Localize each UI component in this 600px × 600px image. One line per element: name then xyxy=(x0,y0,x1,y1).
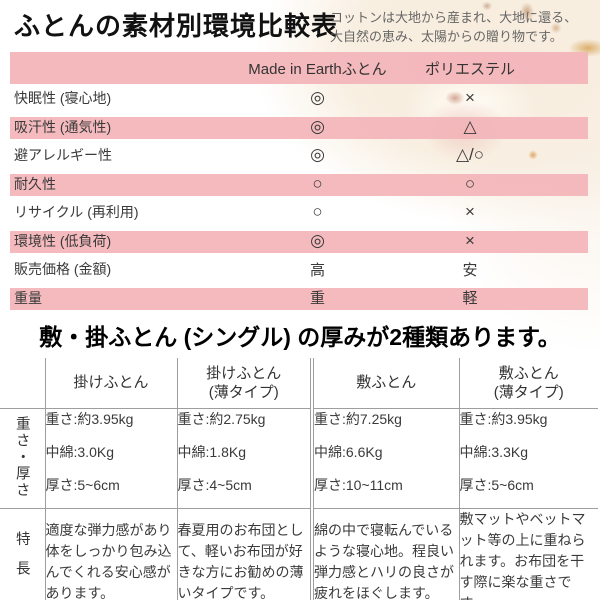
earth-value: ○ xyxy=(312,173,323,193)
filling-value: 中綿:3.0Kg xyxy=(45,444,114,460)
earth-value: ○ xyxy=(312,202,323,222)
polyester-value: × xyxy=(465,88,475,108)
filling-value: 中綿:6.6Kg xyxy=(314,444,383,460)
row-label: リサイクル (再利用) xyxy=(14,204,139,221)
spec-column-subname: (薄タイプ) xyxy=(208,384,279,401)
table-row: リサイクル (再利用) ○ × xyxy=(10,198,588,227)
spec-column-name: 掛けふとん xyxy=(206,364,282,382)
spec-column-name: 敷ふとん xyxy=(356,374,417,392)
weight-thickness-row: 重さ・厚さ 重さ:約3.95kg 中綿:3.0Kg 厚さ:5~6cm 重さ:約2… xyxy=(0,408,598,509)
table-row: 耐久性 ○ ○ xyxy=(10,169,588,198)
futon-spec-table: 掛けふとん 掛けふとん (薄タイプ) 敷ふとん 敷ふとん (薄タイプ) 重さ・厚… xyxy=(0,358,598,600)
thickness-value: 厚さ:4~5cm xyxy=(177,477,252,493)
thickness-value: 厚さ:5~6cm xyxy=(459,477,534,493)
row-label: 環境性 (低負荷) xyxy=(14,232,112,249)
polyester-value: 安 xyxy=(462,261,478,279)
intro-text-line1: コットンは大地から産まれ、大地に還る、 xyxy=(330,10,578,25)
feature-cell: 適度な弾力感があり体をしっかり包み込んでくれる安心感があります。 xyxy=(44,508,177,600)
spec-header-spacer xyxy=(0,358,45,409)
earth-value: ◎ xyxy=(310,230,325,250)
feature-cell: 春夏用のお布団として、軽いお布団が好きな方にお勧めの薄いタイプです。 xyxy=(176,508,312,600)
comparison-header-row: Made in Earthふとん ポリエステル xyxy=(10,52,588,84)
polyester-value: ○ xyxy=(464,173,476,193)
polyester-value: 軽 xyxy=(462,290,478,308)
polyester-value: △/○ xyxy=(455,145,485,165)
spec-column-kake: 掛けふとん xyxy=(44,358,177,409)
row-label: 避アレルギー性 xyxy=(14,147,112,164)
earth-value: ◎ xyxy=(310,88,325,108)
weight-value: 重さ:約2.75kg xyxy=(177,411,266,427)
polyester-value: × xyxy=(465,230,475,250)
polyester-value: × xyxy=(465,202,475,222)
table-row: 快眠性 (寝心地) ◎ × xyxy=(10,84,588,113)
polyester-value: △ xyxy=(463,116,477,136)
spec-header-row: 掛けふとん 掛けふとん (薄タイプ) 敷ふとん 敷ふとん (薄タイプ) xyxy=(0,358,598,409)
thickness-value: 厚さ:10~11cm xyxy=(314,477,403,493)
section-heading: 敷・掛ふとん (シングル) の厚みが2種類あります。 xyxy=(39,324,561,350)
page-title: ふとんの素材別環境比較表 xyxy=(14,11,339,41)
material-comparison-table: Made in Earthふとん ポリエステル 快眠性 (寝心地) ◎ × 吸汗… xyxy=(10,52,588,312)
table-row: 環境性 (低負荷) ◎ × xyxy=(10,226,588,255)
row-label: 耐久性 xyxy=(14,175,56,192)
table-row: 販売価格 (金額) 高 安 xyxy=(10,255,588,284)
table-row: 避アレルギー性 ◎ △/○ xyxy=(10,141,588,170)
column-header-made-in-earth: Made in Earthふとん xyxy=(248,60,387,78)
spec-column-name: 掛けふとん xyxy=(73,374,149,392)
filling-value: 中綿:1.8Kg xyxy=(177,444,246,460)
table-row: 吸汗性 (通気性) ◎ △ xyxy=(10,112,588,141)
row-label: 重量 xyxy=(14,289,42,306)
feature-cell: 綿の中で寝転んでいるような寝心地。程良い弾力感とハリの良さが疲れをほぐします。 xyxy=(310,508,459,600)
weight-value: 重さ:約3.95kg xyxy=(45,411,134,427)
row-label: 販売価格 (金額) xyxy=(14,261,112,278)
spec-column-shiki: 敷ふとん xyxy=(310,358,459,409)
weight-value: 重さ:約3.95kg xyxy=(459,411,548,427)
table-row: 重量 重 軽 xyxy=(10,283,588,312)
earth-value: 重 xyxy=(309,290,325,308)
row-label: 快眠性 (寝心地) xyxy=(14,90,112,107)
spec-cell: 重さ:約7.25kg 中綿:6.6Kg 厚さ:10~11cm xyxy=(310,408,459,509)
intro-text: コットンは大地から産まれ、大地に還る、 大自然の恵み、太陽からの贈り物です。 xyxy=(330,9,577,47)
weight-value: 重さ:約7.25kg xyxy=(314,411,402,427)
spec-column-name: 敷ふとん xyxy=(498,364,559,382)
feature-row: 特長 適度な弾力感があり体をしっかり包み込んでくれる安心感があります。 春夏用の… xyxy=(0,508,598,600)
row-label: 吸汗性 (通気性) xyxy=(14,118,112,135)
earth-value: ◎ xyxy=(310,145,325,165)
spec-cell: 重さ:約3.95kg 中綿:3.3Kg 厚さ:5~6cm xyxy=(458,408,598,509)
spec-column-kake-thin: 掛けふとん (薄タイプ) xyxy=(176,358,312,409)
thickness-value: 厚さ:5~6cm xyxy=(45,477,120,493)
spec-column-subname: (薄タイプ) xyxy=(493,384,564,401)
row-label-feature: 特長 xyxy=(0,508,45,600)
row-label-size: 重さ・厚さ xyxy=(0,408,45,509)
feature-cell: 敷マットやベットマット等の上に重ねられます。お布団を干す際に楽な重さです。 xyxy=(458,508,598,600)
filling-value: 中綿:3.3Kg xyxy=(459,444,528,460)
spec-cell: 重さ:約3.95kg 中綿:3.0Kg 厚さ:5~6cm xyxy=(44,408,177,509)
intro-text-line2: 大自然の恵み、太陽からの贈り物です。 xyxy=(330,28,563,44)
spec-cell: 重さ:約2.75kg 中綿:1.8Kg 厚さ:4~5cm xyxy=(176,408,312,509)
column-header-polyester: ポリエステル xyxy=(424,60,515,78)
spec-column-shiki-thin: 敷ふとん (薄タイプ) xyxy=(458,358,598,409)
earth-value: 高 xyxy=(309,261,325,279)
earth-value: ◎ xyxy=(310,116,325,136)
